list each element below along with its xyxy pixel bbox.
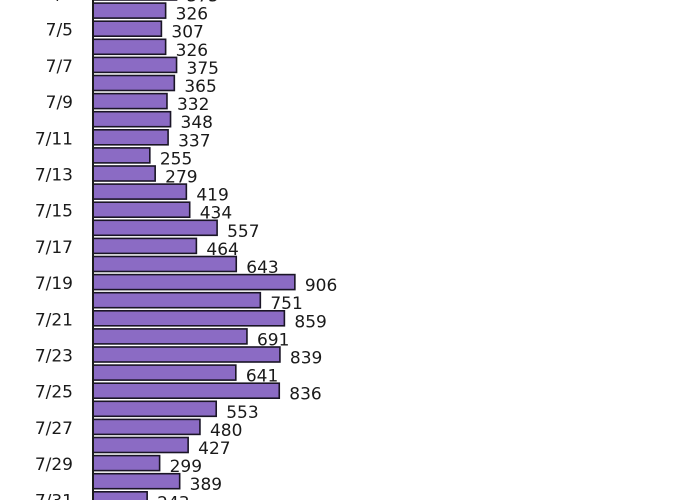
bar-7/8	[92, 74, 176, 92]
value-label-7/31: 243	[157, 493, 189, 500]
value-label-7/11: 337	[178, 131, 210, 151]
value-label-7/28: 427	[198, 439, 230, 459]
y-tick-label-7/27: 7/27	[35, 419, 73, 439]
value-label-7/3: 375	[187, 0, 219, 7]
value-label-7/5: 307	[171, 23, 203, 43]
bar-7/7	[92, 56, 178, 74]
value-label-7/4: 326	[176, 5, 208, 25]
y-tick-label-7/25: 7/25	[35, 383, 73, 403]
y-tick-label-7/15: 7/15	[35, 202, 73, 222]
y-tick-label-7/9: 7/9	[46, 93, 73, 113]
value-label-7/22: 691	[257, 330, 289, 350]
bar-7/11	[92, 129, 169, 146]
bar-7/13	[92, 165, 156, 182]
bar-7/21	[92, 309, 286, 327]
value-label-7/12: 255	[160, 149, 192, 169]
bar-7/6	[92, 38, 167, 56]
bar-7/20	[92, 291, 262, 309]
y-tick-label-7/21: 7/21	[35, 310, 73, 330]
value-label-7/10: 348	[181, 113, 213, 133]
value-label-7/23: 839	[290, 349, 322, 369]
y-tick-label-7/5: 7/5	[46, 21, 73, 41]
bar-7/29	[92, 454, 161, 472]
bar-7/23	[92, 346, 281, 363]
bar-7/26	[92, 400, 218, 418]
y-tick-label-7/29: 7/29	[35, 455, 73, 475]
value-label-7/13: 279	[165, 168, 197, 188]
value-label-7/21: 859	[294, 312, 326, 332]
bar-7/5	[92, 20, 163, 38]
value-label-7/7: 375	[187, 59, 219, 79]
bar-7/16	[92, 219, 218, 237]
value-label-7/18: 643	[246, 258, 278, 278]
bar-7/9	[92, 92, 168, 110]
value-label-7/14: 419	[196, 186, 228, 206]
y-tick-label-7/13: 7/13	[35, 166, 73, 186]
value-label-7/27: 480	[210, 421, 242, 441]
bar-7/4	[92, 2, 167, 19]
y-tick-label-7/3: 7/3	[46, 0, 73, 5]
y-tick-label-7/31: 7/31	[35, 491, 73, 500]
y-tick-label-7/7: 7/7	[46, 57, 73, 77]
bar-7/22	[92, 328, 248, 345]
y-tick-label-7/11: 7/11	[35, 129, 73, 149]
value-label-7/26: 553	[226, 403, 258, 423]
bar-7/27	[92, 418, 201, 436]
bar-7/15	[92, 201, 191, 218]
value-label-7/25: 836	[289, 385, 321, 405]
value-label-7/9: 332	[177, 95, 209, 115]
bar-7/10	[92, 110, 172, 128]
value-label-7/20: 751	[270, 294, 302, 314]
bar-7/30	[92, 472, 181, 490]
bar-7/31	[92, 490, 148, 504]
bar-7/28	[92, 436, 189, 454]
value-label-7/6: 326	[176, 41, 208, 61]
value-label-7/19: 906	[305, 276, 337, 296]
value-label-7/29: 299	[170, 457, 202, 477]
value-label-7/16: 557	[227, 222, 259, 242]
value-label-7/30: 389	[190, 475, 222, 495]
y-tick-label-7/17: 7/17	[35, 238, 73, 258]
bar-7/12	[92, 147, 151, 164]
bar-7/24	[92, 364, 237, 381]
value-label-7/15: 434	[200, 204, 232, 224]
value-label-7/17: 464	[206, 240, 238, 260]
y-tick-label-7/19: 7/19	[35, 274, 73, 294]
bar-7/17	[92, 237, 198, 255]
y-tick-label-7/23: 7/23	[35, 347, 73, 367]
value-label-7/24: 641	[246, 367, 278, 387]
value-label-7/8: 365	[184, 77, 216, 97]
